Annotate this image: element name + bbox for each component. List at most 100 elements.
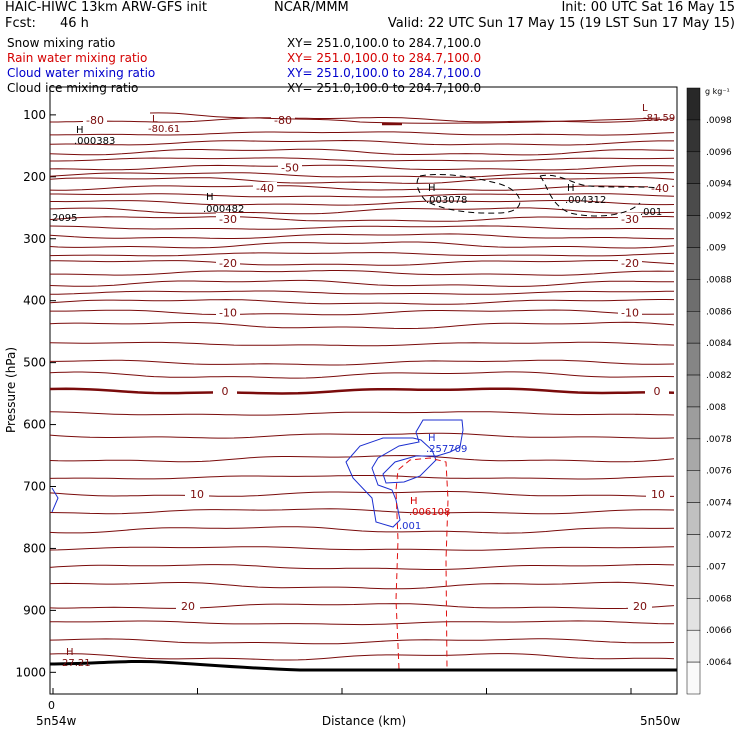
extremum-snow-h2-kind: H — [428, 183, 436, 194]
label-mask — [216, 212, 240, 225]
temperature-isotherm — [49, 475, 675, 480]
label-mask — [185, 487, 209, 500]
temperature-isotherm — [50, 200, 675, 206]
isotherm-label: -40 — [651, 182, 669, 195]
colorbar-tick-label: .0096 — [706, 148, 732, 158]
x-right-label: 5n50w — [640, 714, 681, 728]
extremum-snow-h-kind: H — [76, 125, 84, 136]
label-mask — [216, 256, 240, 269]
rain-contour — [395, 457, 449, 670]
isotherm-label: 10 — [651, 488, 665, 501]
temperature-isotherm — [50, 290, 675, 295]
isotherm-label: 0 — [222, 385, 229, 398]
extremum-snow-h-value: .000383 — [74, 136, 115, 147]
temperature-isotherm — [50, 157, 675, 162]
temperature-isotherm — [49, 241, 675, 249]
extremum-snow-h3-kind: H — [567, 183, 575, 194]
colorbar-swatch — [686, 470, 701, 503]
colorbar-tick-label: .0094 — [706, 180, 732, 190]
colorbar-swatch — [686, 374, 701, 408]
isotherm-label: 10 — [190, 488, 204, 501]
isotherm-label: -10 — [621, 306, 639, 319]
isotherm-label: 20 — [633, 600, 647, 613]
label-mask — [628, 600, 652, 613]
x-axis — [52, 688, 632, 694]
init-time: Init: 00 UTC Sat 16 May 15 — [561, 0, 735, 15]
temperature-contours — [49, 117, 675, 661]
cloudwater-contour-value: .001 — [399, 521, 421, 532]
cloudwater-edge-contour — [51, 487, 59, 513]
colorbar-tick-label: .0092 — [706, 212, 732, 222]
y-tick-label: 400 — [23, 294, 46, 308]
y-tick-label: 700 — [23, 480, 46, 494]
extremum-snow-h2-value: .003078 — [426, 195, 467, 206]
temperature-isotherm-labeled — [49, 185, 675, 191]
temperature-isotherm — [49, 225, 675, 230]
y-axis-label: Pressure (hPa) — [4, 347, 18, 433]
extremum-surface-h-value: 27.21 — [62, 658, 91, 669]
extremum-ice-h1-kind: H — [206, 192, 214, 203]
colorbar-swatch — [686, 661, 701, 695]
temperature-isotherm-labeled — [49, 164, 675, 171]
extremum-ice-h1-value: .000482 — [203, 204, 244, 215]
extremum-snow-h3-value: .004312 — [565, 195, 606, 206]
colorbar-swatch — [686, 215, 701, 248]
temperature-isotherm — [49, 620, 675, 626]
temperature-isotherm — [49, 279, 674, 287]
extremum-rain-h-kind: H — [410, 496, 418, 507]
colorbar-tick-label: .0086 — [706, 307, 732, 317]
colorbar-swatch — [686, 279, 701, 312]
temperature-isotherm — [49, 653, 675, 661]
y-tick-label: 300 — [23, 232, 46, 246]
extremum-temp-l2-kind: L — [642, 103, 648, 114]
snow-contour-2 — [539, 174, 659, 217]
isotherm-label: -50 — [281, 162, 299, 175]
temperature-isotherm — [49, 176, 675, 184]
colorbar: .0098 .0096 .0094 .0092 .009 .0088 .0086 .0084.… — [686, 87, 732, 695]
extremum-surface-h-kind: H — [66, 647, 74, 658]
temperature-isotherm — [49, 581, 675, 590]
colorbar-swatch — [686, 566, 701, 599]
extremum-temp-l1-kind: L — [152, 114, 158, 125]
colorbar-tick-label: .0088 — [706, 275, 732, 285]
organization-label: NCAR/MMM — [274, 0, 349, 15]
colorbar-swatch — [686, 629, 701, 663]
colorbar-swatch — [686, 502, 701, 535]
temperature-isotherm — [49, 411, 675, 416]
cloudwater-contour — [345, 419, 464, 528]
temperature-isotherm-labeled — [50, 309, 675, 316]
figure-title: HAIC-HIWC 13km ARW-GFS init — [5, 0, 207, 15]
isotherm-label: -30 — [219, 213, 237, 226]
temperature-isotherm — [49, 371, 675, 379]
colorbar-swatch — [686, 598, 701, 631]
plot-frame — [49, 86, 678, 695]
isotherm-label: 20 — [181, 600, 195, 613]
label-mask — [618, 212, 642, 225]
temperature-isotherm — [49, 252, 675, 257]
legend-cloudice-name: Cloud ice mixing ratio — [7, 81, 138, 95]
x-origin-label: 0 — [48, 699, 55, 712]
colorbar-swatch — [686, 119, 701, 153]
temperature-isotherm — [49, 341, 675, 347]
label-mask — [213, 385, 237, 398]
isotherm-label: -10 — [219, 306, 237, 319]
label-mask — [618, 256, 642, 269]
label-mask — [648, 181, 672, 194]
colorbar-tick-label: .0068 — [706, 594, 732, 604]
isotherm-label: 0 — [654, 385, 661, 398]
label-mask — [253, 181, 277, 194]
colorbar-tick-label: .0082 — [706, 371, 732, 381]
y-tick-label: 600 — [23, 418, 46, 432]
y-tick-label: 800 — [23, 541, 46, 555]
temperature-isotherm — [50, 193, 675, 198]
legend-rain-name: Rain water mixing ratio — [7, 51, 147, 65]
snow-contour-value: .001 — [640, 207, 662, 218]
y-axis: 100 200 300 400 500 600 700 800 900 1000 — [15, 108, 56, 679]
temperature-isotherm — [49, 207, 675, 215]
colorbar-unit: g kg⁻¹ — [705, 87, 730, 96]
temperature-isotherm-labeled — [49, 216, 675, 222]
edge-contour-value: 2095 — [52, 213, 77, 224]
temperature-isotherm — [49, 564, 675, 570]
legend-cloudwater-xy: XY= 251.0,100.0 to 284.7,100.0 — [287, 66, 481, 80]
isotherm-label: -40 — [256, 182, 274, 195]
